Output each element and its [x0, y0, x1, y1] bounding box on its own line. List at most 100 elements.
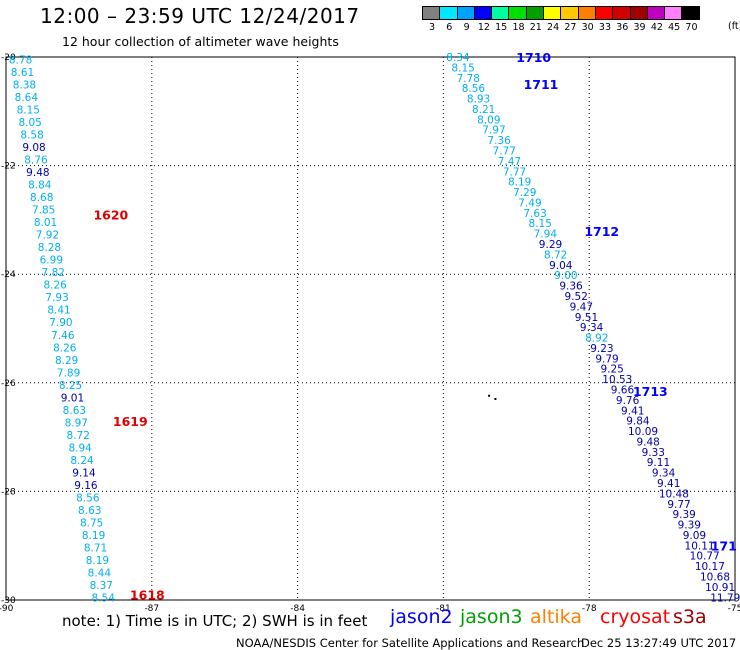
x-tick-label: -87	[144, 604, 159, 614]
wave-height-label: 8.38	[13, 80, 36, 92]
wave-height-label: 7.93	[45, 292, 68, 304]
wave-height-label: 7.92	[36, 230, 59, 242]
wave-height-label: 10.53	[602, 374, 632, 386]
wave-height-label: 10.11	[685, 540, 715, 552]
wave-height-label: 8.44	[88, 567, 112, 579]
y-tick-label: -22	[1, 162, 16, 172]
wave-height-label: 10.91	[705, 582, 735, 594]
pass-time-label: 1710	[516, 50, 551, 65]
credit-line: NOAA/NESDIS Center for Satellite Applica…	[236, 636, 585, 650]
color-bin-label: 18	[512, 22, 525, 33]
wave-height-label: 9.09	[683, 530, 706, 542]
color-bin-label: 15	[495, 22, 508, 33]
color-bin-label: 39	[633, 22, 646, 33]
wave-height-label: 9.41	[621, 405, 644, 417]
color-bin-label: 24	[547, 22, 560, 33]
color-bin-label: 12	[477, 22, 490, 33]
wave-height-label: 8.64	[15, 92, 39, 104]
wave-height-label: 9.11	[647, 457, 670, 469]
pass-time-label: 1620	[93, 207, 128, 222]
wave-height-label: 8.94	[68, 442, 92, 454]
wave-height-label: 8.05	[18, 117, 41, 129]
wave-height-label: 8.15	[529, 218, 552, 230]
footer-note: note: 1) Time is in UTC; 2) SWH is in fe…	[62, 612, 368, 630]
wave-height-label: 9.79	[595, 353, 618, 365]
wave-height-label: 9.51	[575, 312, 598, 324]
wave-height-label: 9.33	[642, 447, 665, 459]
color-bin-label: 6	[446, 22, 453, 33]
wave-height-label: 8.68	[30, 192, 53, 204]
wave-height-label: 9.00	[554, 270, 577, 282]
wave-height-label: 8.21	[472, 104, 495, 116]
wave-height-label: 9.47	[570, 301, 593, 313]
wave-height-label: 8.41	[47, 305, 70, 317]
wave-height-label: 8.26	[43, 280, 67, 292]
x-tick-label: -84	[290, 604, 305, 614]
wave-height-label: 9.48	[636, 436, 659, 448]
wave-height-label: 8.54	[92, 592, 116, 604]
wave-height-label: 8.01	[34, 217, 57, 229]
y-tick-label: -28	[1, 487, 16, 497]
wave-height-label: 9.76	[616, 395, 640, 407]
y-tick-label: -26	[1, 379, 16, 389]
land-dot	[494, 398, 497, 401]
y-tick-label: -20	[1, 53, 16, 63]
wave-height-label: 11.79	[710, 592, 740, 604]
wave-height-label: 8.84	[28, 180, 52, 192]
wave-height-label: 8.15	[17, 105, 40, 117]
plot-frame	[5, 56, 736, 601]
wave-height-label: 9.08	[22, 142, 45, 154]
pass-time-label: 1711	[524, 77, 559, 92]
color-bin-label: 30	[581, 22, 594, 33]
wave-height-label: 9.77	[667, 499, 690, 511]
wave-height-label: 7.85	[32, 205, 55, 217]
wave-height-label: 8.63	[63, 405, 86, 417]
x-tick-label: -78	[582, 604, 597, 614]
y-tick-label: -30	[1, 596, 16, 606]
wave-height-label: 8.72	[67, 430, 90, 442]
wave-height-label: 7.77	[503, 166, 526, 178]
wave-height-label: 9.29	[539, 239, 562, 251]
page-subtitle: 12 hour collection of altimeter wave hei…	[62, 34, 339, 49]
wave-height-label: 7.46	[51, 330, 75, 342]
wave-height-label: 9.39	[672, 509, 695, 521]
pass-time-label: 1619	[113, 414, 148, 429]
x-tick-label: -75	[728, 604, 740, 614]
color-scale-unit: (ft)	[728, 21, 740, 32]
satellite-s3a-label: s3a	[673, 606, 707, 628]
wave-height-label: 8.19	[82, 530, 105, 542]
wave-height-label: 9.01	[61, 392, 84, 404]
wave-height-label: 8.93	[467, 94, 490, 106]
color-bin-42: 42	[646, 6, 666, 33]
wave-height-label: 8.76	[24, 155, 48, 167]
wave-height-label: 7.78	[457, 73, 480, 85]
x-tick-label: -81	[436, 604, 451, 614]
wave-height-label: 8.19	[86, 555, 109, 567]
wave-height-label: 9.16	[74, 480, 98, 492]
wave-height-label: 7.63	[523, 208, 546, 220]
wave-height-label: 8.56	[462, 83, 486, 95]
land-dot	[488, 394, 491, 397]
wave-height-label: 9.34	[652, 468, 676, 480]
wave-height-label: 9.25	[600, 364, 623, 376]
wave-height-label: 7.89	[57, 367, 80, 379]
wave-height-label: 7.82	[42, 267, 65, 279]
color-bin-label: 42	[650, 22, 663, 33]
wave-height-label: 9.39	[678, 520, 701, 532]
wave-height-label: 8.34	[446, 52, 470, 64]
pass-time-label: 1712	[584, 224, 619, 239]
satellite-jason2-label: jason2	[390, 606, 453, 628]
wave-height-label: 8.78	[9, 55, 32, 67]
wave-height-label: 8.15	[451, 62, 474, 74]
wave-height-label: 7.94	[534, 229, 558, 241]
wave-height-label: 8.37	[90, 580, 113, 592]
wave-height-label: 9.48	[26, 167, 49, 179]
color-bin-label: 33	[598, 22, 612, 33]
wave-height-label: 9.36	[559, 281, 583, 293]
wave-height-label: 7.90	[49, 317, 72, 329]
wave-height-label: 8.09	[477, 114, 500, 126]
wave-height-label: 9.04	[549, 260, 573, 272]
wave-height-label: 9.84	[626, 416, 650, 428]
wave-height-label: 7.47	[498, 156, 521, 168]
